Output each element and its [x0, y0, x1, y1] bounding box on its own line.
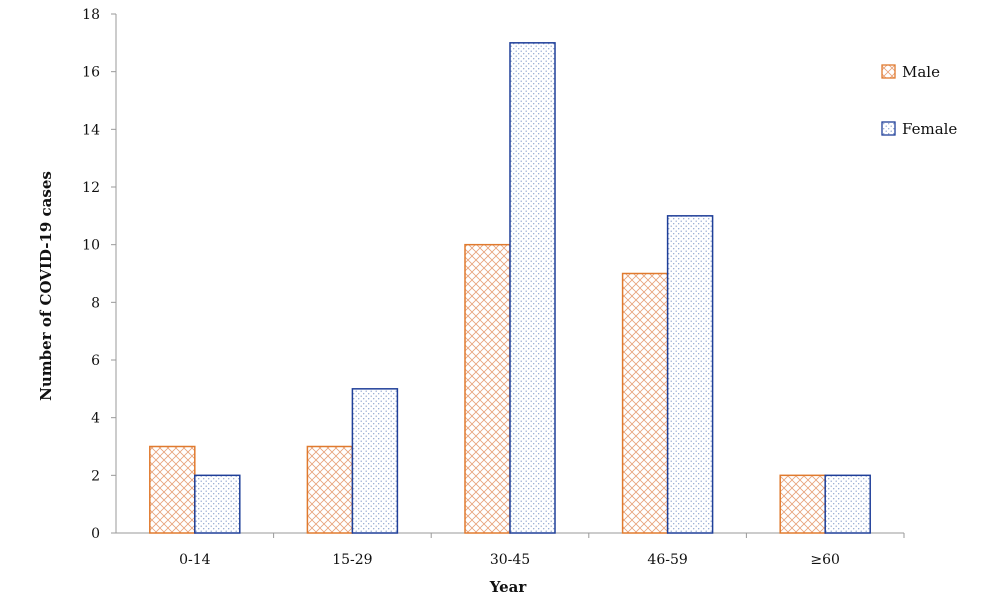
x-axis-title: Year [489, 578, 528, 596]
bar-male-0 [149, 445, 196, 534]
bar-female-1 [351, 388, 399, 534]
bar-female-4 [824, 474, 871, 534]
legend-label-male: Male [902, 63, 940, 81]
x-tick-label: ≥60 [810, 552, 840, 568]
x-tick-label: 15-29 [332, 552, 372, 568]
legend-swatch-female [881, 121, 896, 136]
y-tick-label: 12 [82, 180, 100, 196]
y-tick-label: 14 [82, 122, 100, 138]
y-tick-label: 2 [91, 468, 100, 484]
y-tick-label: 0 [91, 526, 100, 542]
x-tick-label: 46-59 [647, 552, 687, 568]
bar-female-0 [194, 474, 241, 534]
x-tick-label: 0-14 [179, 552, 211, 568]
axis-labels: Year Number of COVID-19 cases [37, 171, 527, 596]
legend: Male Female [881, 63, 957, 138]
y-tick-label: 4 [91, 411, 100, 427]
bar-male-2 [464, 243, 511, 534]
axes: 0 2 4 6 8 10 12 14 16 18 0-14 15-29 30-45 46-59 ≥60 [82, 7, 905, 568]
legend-swatch-male [881, 64, 896, 79]
x-tick-label: 30-45 [490, 552, 530, 568]
bar-male-4 [779, 474, 826, 534]
y-tick-label: 6 [91, 353, 100, 369]
bar-male-1 [306, 445, 354, 534]
bars [149, 42, 871, 534]
bar-female-2 [509, 42, 556, 534]
bar-male-3 [621, 272, 669, 534]
legend-label-female: Female [902, 120, 957, 138]
bar-female-3 [666, 215, 714, 534]
y-axis-title: Number of COVID-19 cases [37, 171, 55, 401]
y-tick-label: 8 [91, 295, 100, 311]
y-tick-label: 10 [82, 238, 100, 254]
y-tick-label: 16 [82, 65, 100, 81]
y-tick-label: 18 [82, 7, 100, 23]
